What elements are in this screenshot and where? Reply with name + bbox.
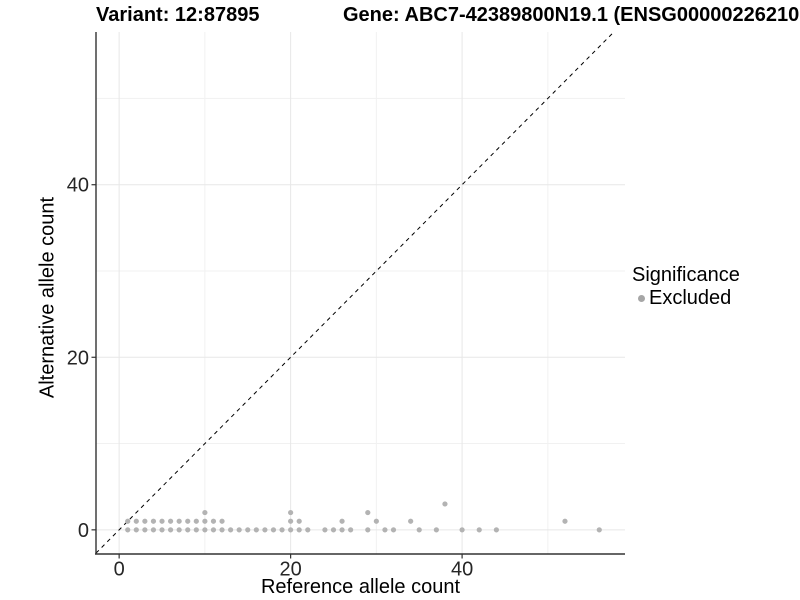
legend: Significance Excluded <box>632 264 740 309</box>
variant-title: Variant: 12:87895 <box>96 4 260 26</box>
legend-title: Significance <box>632 264 740 286</box>
svg-text:40: 40 <box>451 559 473 581</box>
gene-title: Gene: ABC7-42389800N19.1 (ENSG0000022621… <box>343 4 800 26</box>
legend-item-label: Excluded <box>649 287 732 309</box>
identity-line <box>95 31 615 554</box>
y-axis-title: Alternative allele count <box>36 196 59 399</box>
minor-gridlines <box>96 32 625 554</box>
svg-text:20: 20 <box>67 347 89 369</box>
y-tick-labels: 0 20 40 <box>67 175 89 542</box>
data-points <box>125 501 602 533</box>
svg-text:40: 40 <box>67 175 89 197</box>
axis-lines <box>95 32 625 555</box>
tick-marks <box>91 184 463 559</box>
svg-text:20: 20 <box>279 559 301 581</box>
x-tick-labels: 0 20 40 <box>114 559 474 581</box>
major-gridlines <box>96 32 625 554</box>
legend-dot-icon <box>638 294 645 302</box>
svg-text:0: 0 <box>78 520 89 542</box>
x-axis-title: Reference allele count <box>260 576 460 598</box>
legend-item: Excluded <box>638 287 740 309</box>
svg-text:0: 0 <box>114 559 125 581</box>
